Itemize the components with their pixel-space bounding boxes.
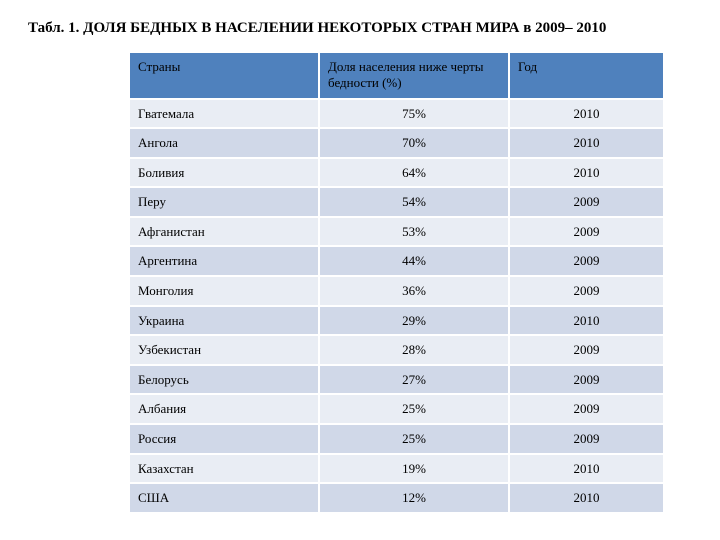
- cell-country: Гватемала: [129, 99, 319, 129]
- table-row: Ангола70%2010: [129, 128, 664, 158]
- cell-year: 2009: [509, 394, 664, 424]
- cell-country: Казахстан: [129, 454, 319, 484]
- cell-percent: 64%: [319, 158, 509, 188]
- cell-year: 2009: [509, 424, 664, 454]
- cell-country: Боливия: [129, 158, 319, 188]
- cell-year: 2009: [509, 217, 664, 247]
- table-row: Перу54%2009: [129, 187, 664, 217]
- cell-year: 2009: [509, 246, 664, 276]
- cell-country: Белорусь: [129, 365, 319, 395]
- col-percent-header: Доля населения ниже черты бедности (%): [319, 52, 509, 99]
- cell-country: Монголия: [129, 276, 319, 306]
- cell-country: Перу: [129, 187, 319, 217]
- col-year-header: Год: [509, 52, 664, 99]
- cell-percent: 75%: [319, 99, 509, 129]
- cell-percent: 25%: [319, 424, 509, 454]
- cell-year: 2010: [509, 99, 664, 129]
- table-row: Украина29%2010: [129, 306, 664, 336]
- cell-percent: 25%: [319, 394, 509, 424]
- col-country-header: Страны: [129, 52, 319, 99]
- cell-year: 2009: [509, 335, 664, 365]
- table-row: Казахстан19%2010: [129, 454, 664, 484]
- table-head: Страны Доля населения ниже черты бедност…: [129, 52, 664, 99]
- cell-country: Албания: [129, 394, 319, 424]
- table-title: Табл. 1. ДОЛЯ БЕДНЫХ В НАСЕЛЕНИИ НЕКОТОР…: [28, 20, 692, 37]
- cell-country: Ангола: [129, 128, 319, 158]
- table-row: Албания25%2009: [129, 394, 664, 424]
- cell-year: 2010: [509, 128, 664, 158]
- cell-country: Россия: [129, 424, 319, 454]
- cell-percent: 54%: [319, 187, 509, 217]
- cell-percent: 36%: [319, 276, 509, 306]
- cell-country: США: [129, 483, 319, 513]
- cell-year: 2010: [509, 483, 664, 513]
- table-row: Афганистан53%2009: [129, 217, 664, 247]
- table-row: Белорусь27%2009: [129, 365, 664, 395]
- table-row: США12%2010: [129, 483, 664, 513]
- cell-percent: 12%: [319, 483, 509, 513]
- cell-year: 2009: [509, 276, 664, 306]
- cell-year: 2009: [509, 365, 664, 395]
- cell-percent: 44%: [319, 246, 509, 276]
- cell-percent: 27%: [319, 365, 509, 395]
- cell-percent: 29%: [319, 306, 509, 336]
- page: Табл. 1. ДОЛЯ БЕДНЫХ В НАСЕЛЕНИИ НЕКОТОР…: [0, 0, 720, 524]
- cell-year: 2010: [509, 306, 664, 336]
- table-row: Гватемала75%2010: [129, 99, 664, 129]
- cell-year: 2009: [509, 187, 664, 217]
- table-row: Боливия64%2010: [129, 158, 664, 188]
- cell-year: 2010: [509, 158, 664, 188]
- table-row: Россия25%2009: [129, 424, 664, 454]
- table-row: Узбекистан28%2009: [129, 335, 664, 365]
- cell-country: Узбекистан: [129, 335, 319, 365]
- cell-percent: 53%: [319, 217, 509, 247]
- cell-percent: 19%: [319, 454, 509, 484]
- cell-year: 2010: [509, 454, 664, 484]
- cell-country: Афганистан: [129, 217, 319, 247]
- poverty-table: Страны Доля населения ниже черты бедност…: [128, 51, 665, 514]
- cell-percent: 70%: [319, 128, 509, 158]
- cell-country: Аргентина: [129, 246, 319, 276]
- table-row: Монголия36%2009: [129, 276, 664, 306]
- cell-percent: 28%: [319, 335, 509, 365]
- table-row: Аргентина44%2009: [129, 246, 664, 276]
- table-wrap: Страны Доля населения ниже черты бедност…: [128, 51, 663, 514]
- cell-country: Украина: [129, 306, 319, 336]
- table-body: Гватемала75%2010Ангола70%2010Боливия64%2…: [129, 99, 664, 513]
